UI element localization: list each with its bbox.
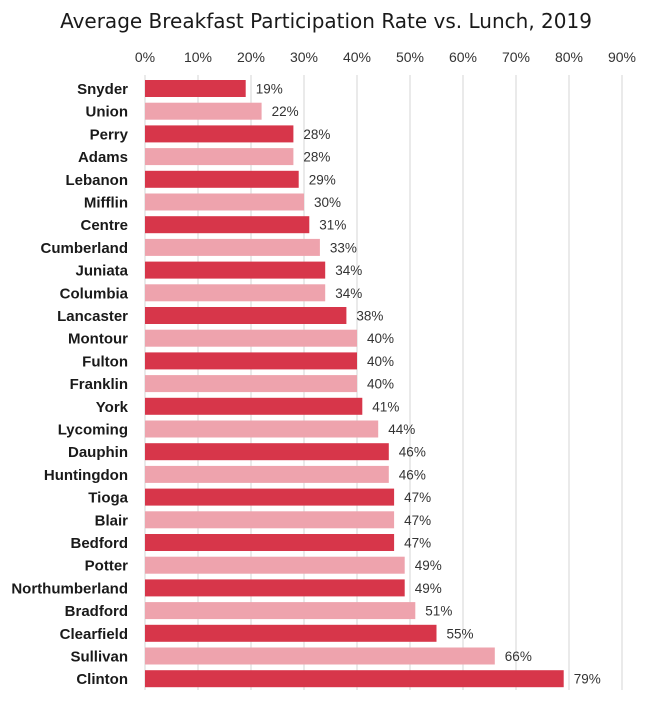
x-tick-label: 70% <box>502 49 530 65</box>
data-label: 46% <box>399 467 426 482</box>
bar <box>145 556 405 574</box>
bar <box>145 624 437 642</box>
bar <box>145 488 395 506</box>
category-label: Potter <box>85 558 129 575</box>
category-label: Juniata <box>75 263 128 280</box>
category-label: Dauphin <box>68 444 128 461</box>
x-tick-label: 40% <box>343 49 371 65</box>
x-tick-label: 20% <box>237 49 265 65</box>
category-label: Lancaster <box>57 308 128 325</box>
bar <box>145 534 395 551</box>
bar <box>145 443 389 461</box>
bar <box>145 193 304 211</box>
bar <box>145 307 347 324</box>
category-label: Clearfield <box>60 626 128 643</box>
bar <box>145 80 246 97</box>
x-tick-label: 80% <box>555 49 583 65</box>
x-tick-label: 90% <box>608 49 636 65</box>
x-tick-label: 30% <box>290 49 318 65</box>
data-label: 66% <box>505 649 532 664</box>
bar <box>145 511 395 529</box>
x-axis-ticks: 0% 10% 20% 30% 40% 50% 60% 70% 80% 90% <box>135 49 636 65</box>
x-tick-label: 50% <box>396 49 424 65</box>
x-tick-label: 60% <box>449 49 477 65</box>
category-label: Cumberland <box>40 240 128 257</box>
bar <box>145 397 363 415</box>
category-label: Bradford <box>65 603 128 620</box>
data-label: 79% <box>574 672 601 687</box>
category-label: Franklin <box>70 376 128 393</box>
bar <box>145 579 405 597</box>
data-label: 49% <box>415 558 442 573</box>
bar <box>145 420 379 438</box>
bar <box>145 125 294 143</box>
data-label: 22% <box>272 104 299 119</box>
bar <box>145 261 326 279</box>
category-label: Perry <box>90 126 129 143</box>
bar <box>145 465 389 483</box>
category-label: Lebanon <box>66 172 129 189</box>
data-label: 19% <box>256 82 283 97</box>
bar <box>145 102 262 120</box>
data-label: 33% <box>330 240 357 255</box>
category-label: Adams <box>78 149 128 166</box>
data-label: 38% <box>356 309 383 324</box>
data-label: 44% <box>388 422 415 437</box>
category-label: Northumberland <box>11 580 128 597</box>
bar <box>145 284 326 302</box>
data-label: 47% <box>404 536 431 551</box>
data-label: 47% <box>404 490 431 505</box>
data-label: 51% <box>425 604 452 619</box>
data-label: 40% <box>367 377 394 392</box>
category-label: Lycoming <box>58 422 128 439</box>
bar <box>145 148 294 166</box>
data-label: 34% <box>335 286 362 301</box>
category-label: Fulton <box>82 353 128 370</box>
category-label: Huntingdon <box>44 467 128 484</box>
category-label: Columbia <box>60 285 129 302</box>
bar <box>145 602 416 620</box>
data-label: 41% <box>372 399 399 414</box>
bar <box>145 375 357 393</box>
data-label: 40% <box>367 354 394 369</box>
data-label: 31% <box>319 218 346 233</box>
category-label: Mifflin <box>84 195 128 212</box>
category-label: Centre <box>80 217 128 234</box>
category-label: Clinton <box>76 671 128 688</box>
data-label: 40% <box>367 331 394 346</box>
data-labels: 19% 22% 28% 28% 29% 30% 31% 33% 34% 34% 38% 40% 40% 4… <box>256 82 601 687</box>
data-label: 28% <box>303 127 330 142</box>
bar <box>145 216 310 234</box>
category-label: Bedford <box>71 535 129 552</box>
data-label: 47% <box>404 513 431 528</box>
category-label: Tioga <box>88 490 128 507</box>
data-label: 29% <box>309 172 336 187</box>
bar <box>145 352 357 370</box>
data-label: 28% <box>303 150 330 165</box>
bar <box>145 670 564 688</box>
data-label: 55% <box>447 626 474 641</box>
bars <box>145 80 564 688</box>
x-tick-label: 10% <box>184 49 212 65</box>
bar <box>145 647 495 665</box>
data-label: 46% <box>399 445 426 460</box>
chart-title: Average Breakfast Participation Rate vs.… <box>60 9 592 33</box>
bar <box>145 170 299 188</box>
category-label: Blair <box>95 512 129 529</box>
data-label: 34% <box>335 263 362 278</box>
category-labels: Snyder Union Perry Adams Lebanon Mifflin Centr… <box>11 81 128 688</box>
bar <box>145 238 320 256</box>
category-label: York <box>96 399 129 416</box>
category-label: Montour <box>68 331 128 348</box>
category-label: Snyder <box>77 81 128 98</box>
data-label: 49% <box>415 581 442 596</box>
bar <box>145 329 357 347</box>
x-tick-label: 0% <box>135 49 155 65</box>
category-label: Union <box>86 104 129 121</box>
data-label: 30% <box>314 195 341 210</box>
category-label: Sullivan <box>70 649 128 666</box>
